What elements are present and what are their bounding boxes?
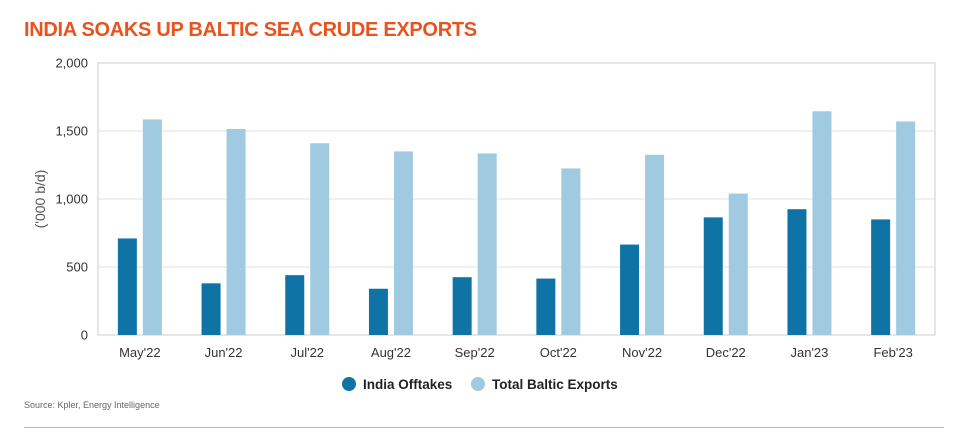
x-tick-label: Nov'22: [622, 345, 662, 360]
bar-total-baltic-exports: [728, 193, 748, 335]
bottom-divider: [24, 427, 944, 428]
x-tick-label: Dec'22: [706, 345, 746, 360]
bar-total-baltic-exports: [393, 151, 413, 335]
bar-india-offtakes: [117, 238, 137, 335]
x-tick-label: Jan'23: [790, 345, 828, 360]
legend-marker-india-offtakes: [342, 377, 356, 391]
legend: India Offtakes Total Baltic Exports: [342, 377, 618, 392]
x-tick-label: Jul'22: [290, 345, 324, 360]
x-axis-ticks: May'22 Jun'22 Jul'22 Aug'22 Sep'22 Oct'22 Nov'…: [119, 345, 913, 360]
bar-total-baltic-exports: [142, 119, 162, 335]
bar-india-offtakes: [285, 275, 305, 335]
bar-total-baltic-exports: [310, 143, 330, 335]
grid-lines: [97, 62, 936, 336]
bar-total-baltic-exports: [812, 111, 832, 335]
bar-total-baltic-exports: [896, 121, 916, 335]
bar-total-baltic-exports: [226, 128, 246, 335]
y-axis-ticks: 0 500 1,000 1,500 2,000: [55, 56, 88, 343]
bar-india-offtakes: [871, 219, 891, 335]
bar-total-baltic-exports: [477, 153, 497, 335]
y-tick-label: 0: [81, 328, 88, 343]
y-tick-label: 500: [66, 260, 88, 275]
bar-total-baltic-exports: [645, 154, 665, 335]
x-tick-label: Jun'22: [205, 345, 243, 360]
x-tick-label: Aug'22: [371, 345, 411, 360]
bar-india-offtakes: [201, 283, 221, 335]
y-tick-label: 1,500: [55, 124, 88, 139]
x-tick-label: Oct'22: [540, 345, 577, 360]
chart-title: INDIA SOAKS UP BALTIC SEA CRUDE EXPORTS: [24, 19, 477, 41]
source-note: Source: Kpler, Energy Intelligence: [24, 400, 160, 410]
x-tick-label: Sep'22: [455, 345, 495, 360]
legend-label-india-offtakes: India Offtakes: [363, 377, 452, 392]
bar-india-offtakes: [620, 244, 640, 335]
plot-frame: [97, 62, 936, 336]
y-tick-label: 1,000: [55, 192, 88, 207]
x-tick-label: May'22: [119, 345, 161, 360]
legend-marker-total-baltic-exports: [471, 377, 485, 391]
legend-label-total-baltic-exports: Total Baltic Exports: [492, 377, 618, 392]
bar-india-offtakes: [787, 209, 807, 335]
y-tick-label: 2,000: [55, 56, 88, 71]
bar-total-baltic-exports: [561, 168, 581, 335]
bar-india-offtakes: [703, 217, 723, 335]
x-tick-label: Feb'23: [873, 345, 912, 360]
bars: [117, 111, 916, 335]
y-axis-label: ('000 b/d): [32, 170, 48, 229]
bar-india-offtakes: [452, 277, 472, 335]
bar-india-offtakes: [368, 288, 388, 335]
bar-india-offtakes: [536, 278, 556, 335]
